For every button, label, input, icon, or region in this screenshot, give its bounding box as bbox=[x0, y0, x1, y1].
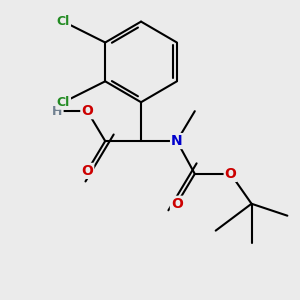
Text: O: O bbox=[225, 167, 237, 181]
Text: O: O bbox=[81, 104, 93, 118]
Text: N: N bbox=[171, 134, 183, 148]
Text: Cl: Cl bbox=[57, 96, 70, 109]
Text: Cl: Cl bbox=[57, 15, 70, 28]
Text: H: H bbox=[52, 105, 63, 118]
Text: O: O bbox=[81, 164, 93, 178]
Text: O: O bbox=[171, 197, 183, 211]
